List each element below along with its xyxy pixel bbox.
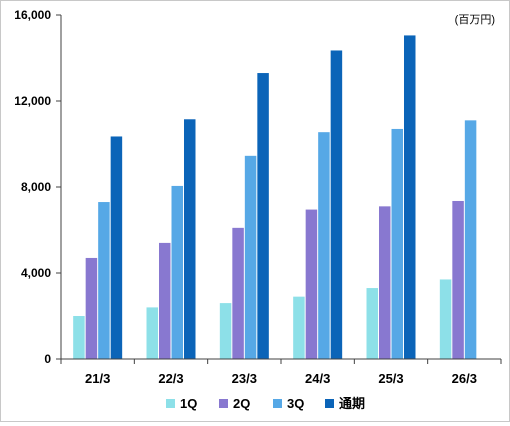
legend-swatch-3 <box>273 399 282 408</box>
bar-25-3-series-2 <box>379 206 391 359</box>
bar-22-3-series-4 <box>184 119 196 360</box>
legend-label-1: 1Q <box>180 396 197 411</box>
legend-swatch-2 <box>219 399 228 408</box>
x-tick-label: 25/3 <box>378 371 403 386</box>
legend-label-2: 2Q <box>233 396 250 411</box>
y-tick-label: 8,000 <box>21 180 51 194</box>
y-tick-label: 0 <box>44 352 51 366</box>
bar-24-3-series-1 <box>293 296 305 359</box>
bar-23-3-series-2 <box>232 227 244 359</box>
x-tick-label: 23/3 <box>232 371 257 386</box>
bar-23-3-series-4 <box>257 73 269 360</box>
bar-25-3-series-1 <box>366 288 378 359</box>
bar-26-3-series-1 <box>439 279 452 359</box>
x-tick-label: 24/3 <box>305 371 330 386</box>
bar-26-3-series-2 <box>452 200 464 359</box>
bar-21-3-series-4 <box>110 136 123 359</box>
bar-25-3-series-4 <box>404 35 416 360</box>
x-tick-label: 22/3 <box>158 371 183 386</box>
x-tick-label: 21/3 <box>85 371 110 386</box>
legend-label-3: 3Q <box>287 396 304 411</box>
y-tick-label: 4,000 <box>21 266 51 280</box>
legend-swatch-4 <box>325 399 334 408</box>
legend: 1Q 2Q 3Q 通期 <box>166 396 365 411</box>
bar-21-3-series-3 <box>98 202 110 359</box>
bar-25-3-series-3 <box>391 128 403 359</box>
bar-22-3-series-2 <box>159 242 171 359</box>
bars-layer <box>73 35 477 360</box>
unit-label: (百万円) <box>455 14 495 26</box>
labels-layer: 0 4,000 8,000 12,000 16,000 21/3 22/3 23/3 24/3 2… <box>14 8 495 386</box>
bar-22-3-series-3 <box>171 185 183 359</box>
legend-swatch-1 <box>166 399 175 408</box>
bar-24-3-series-3 <box>318 132 330 359</box>
bar-21-3-series-1 <box>73 316 85 359</box>
bar-24-3-series-4 <box>330 50 343 359</box>
bar-22-3-series-1 <box>146 307 158 359</box>
legend-label-4: 通期 <box>339 396 365 411</box>
x-tick-label: 26/3 <box>452 371 477 386</box>
bar-26-3-series-3 <box>464 120 477 359</box>
bar-21-3-series-2 <box>85 257 98 359</box>
bar-24-3-series-2 <box>305 209 318 359</box>
y-tick-label: 12,000 <box>14 94 51 108</box>
axes-layer <box>56 14 502 364</box>
bar-23-3-series-1 <box>219 303 232 359</box>
y-tick-label: 16,000 <box>14 8 51 22</box>
bar-23-3-series-3 <box>244 155 257 359</box>
